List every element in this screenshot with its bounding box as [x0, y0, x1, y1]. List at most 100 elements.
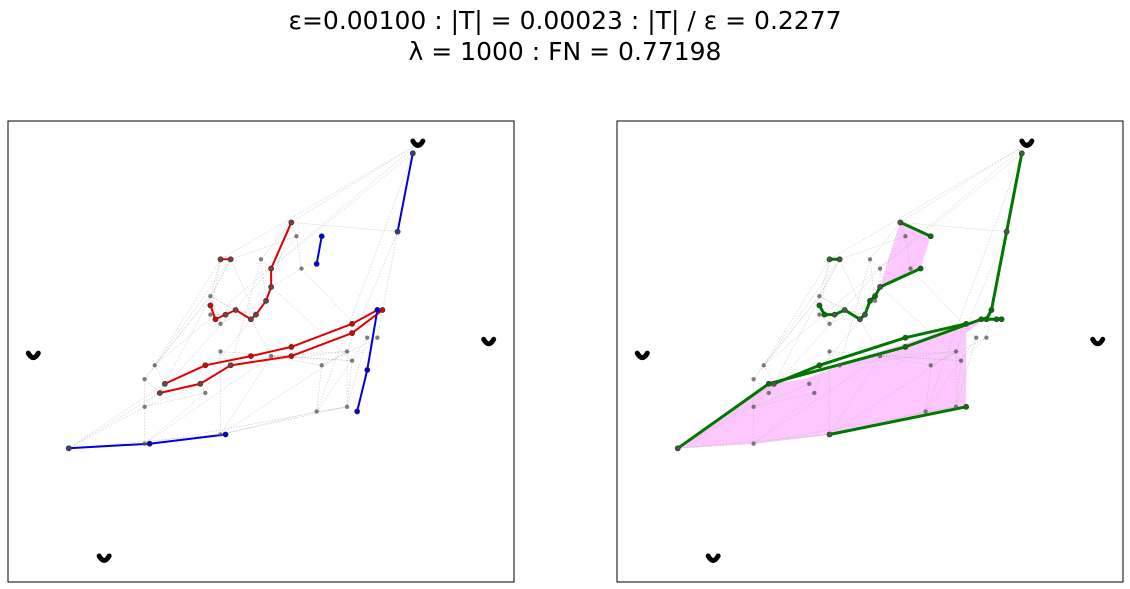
- edge-30: [763, 259, 840, 366]
- edge-75: [829, 351, 962, 361]
- chart-panel-right: [616, 120, 1124, 583]
- edge-79: [819, 259, 830, 315]
- edge-12: [205, 351, 221, 394]
- edge-68: [220, 406, 348, 435]
- panel-frame: [616, 120, 1124, 583]
- path-blue-4: [396, 152, 414, 233]
- node-32: [162, 381, 168, 386]
- edge-23: [159, 268, 272, 394]
- edge-49: [839, 236, 906, 260]
- path-node-5-2: [902, 334, 909, 341]
- path-node-3-1: [202, 362, 209, 369]
- edge-88: [753, 406, 957, 444]
- edge-7: [905, 236, 911, 269]
- node-21: [263, 298, 269, 303]
- node-16: [253, 312, 259, 317]
- edge-28: [819, 259, 830, 297]
- anchor-3: [705, 553, 721, 563]
- edge-67: [144, 355, 272, 444]
- edge-80: [144, 378, 160, 394]
- node-29: [218, 257, 223, 262]
- node-27: [751, 376, 756, 382]
- edge-35: [220, 355, 272, 435]
- node-6: [314, 409, 319, 414]
- edge-91: [839, 259, 866, 315]
- path-node-7-2: [222, 431, 229, 438]
- path-node-2-5: [379, 307, 386, 313]
- edge-81: [677, 406, 754, 449]
- path-node-5-0: [318, 233, 325, 240]
- path-blue-5: [315, 235, 323, 265]
- node-7: [299, 266, 304, 271]
- node-24: [766, 390, 771, 396]
- path-node-6-0: [374, 307, 381, 313]
- edge-54: [753, 383, 810, 408]
- node-7: [908, 266, 913, 271]
- node-13: [203, 390, 208, 396]
- anchor-0: [1019, 138, 1035, 148]
- edge-61: [68, 392, 160, 449]
- node-33: [675, 446, 680, 451]
- figure-title-line2: λ = 1000 : FN = 0.77198: [408, 37, 722, 66]
- edge-31: [763, 365, 775, 384]
- edge-25: [753, 383, 775, 407]
- edge-84: [925, 153, 1023, 412]
- edge-32: [68, 383, 165, 449]
- node-3: [974, 335, 979, 340]
- edge-9: [869, 222, 901, 260]
- edge-55: [250, 319, 272, 357]
- edge-57: [210, 295, 236, 311]
- edge-77: [869, 259, 881, 269]
- node-24: [157, 390, 162, 396]
- edge-63: [144, 365, 155, 380]
- path-green-0: [984, 151, 1024, 321]
- path-node-3-0: [917, 265, 924, 272]
- path-node-3-8: [821, 311, 828, 318]
- path-node-0-8: [212, 316, 219, 323]
- edge-64: [763, 259, 830, 366]
- path-node-2-4: [349, 330, 355, 336]
- node-2: [1004, 229, 1009, 234]
- node-4: [375, 335, 380, 340]
- anchor-3: [96, 553, 112, 563]
- node-6: [923, 409, 928, 414]
- node-5: [319, 363, 324, 368]
- path-node-3-3: [288, 343, 295, 350]
- node-28: [817, 293, 822, 299]
- edge-82: [220, 351, 348, 435]
- edge-82: [829, 351, 957, 435]
- edge-38: [346, 360, 353, 407]
- edge-3: [321, 337, 378, 366]
- node-35: [218, 432, 223, 437]
- node-27: [142, 376, 147, 382]
- edge-12: [814, 351, 830, 394]
- edge-16: [844, 309, 865, 315]
- node-11: [837, 363, 842, 368]
- edge-91: [230, 259, 257, 315]
- path-node-0-2: [988, 307, 995, 313]
- edge-81: [68, 406, 145, 449]
- node-19: [208, 312, 213, 317]
- path-node-1-1: [927, 233, 934, 240]
- edge-49: [230, 236, 297, 260]
- node-33: [66, 446, 71, 451]
- edge-20: [220, 300, 267, 325]
- edge-71: [763, 296, 820, 366]
- node-8: [294, 234, 299, 239]
- path-red-2: [158, 309, 384, 394]
- node-37: [953, 349, 959, 354]
- edge-57: [819, 295, 845, 311]
- edge-42: [270, 153, 413, 269]
- node-11: [228, 363, 233, 368]
- edge-44: [955, 337, 977, 407]
- node-15: [857, 317, 863, 322]
- edge-85: [321, 351, 348, 366]
- edge-59: [210, 296, 221, 324]
- edge-9: [260, 222, 292, 260]
- edge-54: [144, 383, 201, 408]
- node-30: [837, 257, 842, 262]
- node-28: [208, 293, 213, 299]
- figure-title-line1: ε=0.00100 : |T| = 0.00023 : |T| / ε = 0.…: [288, 6, 842, 35]
- path-green-1: [898, 220, 933, 238]
